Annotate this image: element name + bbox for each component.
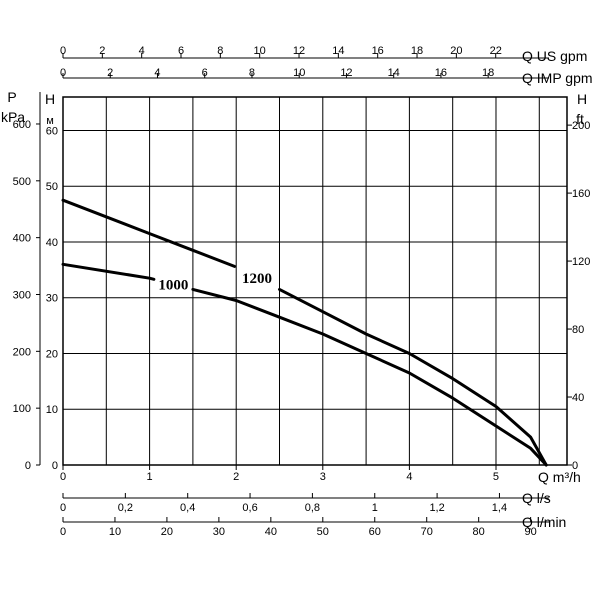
grid <box>63 97 567 465</box>
secondary-tick-label: 60 <box>369 526 381 538</box>
secondary-tick-label: 1 <box>372 502 378 514</box>
y-axis-unit: м <box>46 115 54 127</box>
secondary-tick-label: 4 <box>139 45 145 57</box>
secondary-tick-label: 14 <box>332 45 344 57</box>
series-line-1200 <box>278 287 548 467</box>
secondary-tick-label: 18 <box>482 67 494 79</box>
secondary-tick-label: 0,2 <box>118 502 133 514</box>
y-tick-label: 50 <box>46 181 58 193</box>
y-tick-label: 20 <box>46 348 58 360</box>
x-tick-label: 2 <box>233 471 239 483</box>
x-tick-label: 0 <box>60 471 66 483</box>
feet-tick-label: 160 <box>572 188 590 200</box>
secondary-tick-label: 10 <box>293 67 305 79</box>
secondary-tick-label: 40 <box>265 526 277 538</box>
secondary-tick-label: 0 <box>60 502 66 514</box>
series: 1000 1200 <box>61 198 548 467</box>
secondary-tick-label: 0 <box>60 67 66 79</box>
secondary-tick-label: 0,8 <box>305 502 320 514</box>
secondary-axis-label: Q US gpm <box>522 48 587 64</box>
y-tick-label: 10 <box>46 404 58 416</box>
feet-tick-label: 80 <box>572 324 584 336</box>
secondary-tick-label: 12 <box>293 45 305 57</box>
secondary-axis-label: Q l/min <box>522 514 566 530</box>
secondary-tick-label: 20 <box>161 526 173 538</box>
secondary-axis-label: Q l/s <box>522 490 551 506</box>
secondary-tick-label: 80 <box>473 526 485 538</box>
secondary-tick-label: 12 <box>340 67 352 79</box>
secondary-tick-label: 8 <box>217 45 223 57</box>
secondary-tick-label: 1,2 <box>429 502 444 514</box>
secondary-tick-label: 18 <box>411 45 423 57</box>
x-tick-label: 5 <box>493 471 499 483</box>
x-tick-label: 3 <box>320 471 326 483</box>
y-tick-label: 0 <box>52 460 58 472</box>
secondary-tick-label: 0 <box>60 45 66 57</box>
secondary-tick-label: 20 <box>450 45 462 57</box>
feet-tick-label: 40 <box>572 392 584 404</box>
plot-frame <box>62 96 568 466</box>
pressure-tick-label: 0 <box>25 460 31 472</box>
y-axis-label: H <box>45 91 55 107</box>
secondary-tick-label: 8 <box>249 67 255 79</box>
feet-axis-label: H <box>577 91 587 107</box>
pressure-tick-label: 600 <box>13 119 31 131</box>
secondary-tick-label: 4 <box>154 67 160 79</box>
pressure-tick-label: 400 <box>13 233 31 245</box>
y-tick-label: 40 <box>46 237 58 249</box>
feet-tick-label: 200 <box>572 120 590 132</box>
plot-border <box>62 96 568 466</box>
pressure-tick-label: 500 <box>13 176 31 188</box>
secondary-tick-label: 10 <box>254 45 266 57</box>
series-line-1000 <box>191 287 548 467</box>
secondary-axis-label: Q IMP gpm <box>522 70 593 86</box>
secondary-tick-label: 6 <box>178 45 184 57</box>
x-tick-label: 1 <box>147 471 153 483</box>
y-tick-label: 60 <box>46 125 58 137</box>
x-tick-label: 4 <box>406 471 412 483</box>
feet-tick-label: 0 <box>572 460 578 472</box>
series-label-1000: 1000 <box>158 277 188 293</box>
pressure-tick-label: 100 <box>13 403 31 415</box>
secondary-tick-label: 2 <box>107 67 113 79</box>
secondary-tick-label: 22 <box>490 45 502 57</box>
y-tick-label: 30 <box>46 293 58 305</box>
secondary-tick-label: 0 <box>60 526 66 538</box>
pressure-axis-label: P <box>7 89 16 105</box>
series-line-1000 <box>61 262 156 281</box>
pressure-tick-label: 200 <box>13 346 31 358</box>
secondary-tick-label: 10 <box>109 526 121 538</box>
x-axis-label: Q m³/h <box>538 469 581 485</box>
secondary-tick-label: 1,4 <box>492 502 507 514</box>
secondary-tick-label: 6 <box>202 67 208 79</box>
secondary-tick-label: 30 <box>213 526 225 538</box>
secondary-tick-label: 0,6 <box>242 502 257 514</box>
secondary-tick-label: 50 <box>317 526 329 538</box>
secondary-tick-label: 70 <box>421 526 433 538</box>
feet-axis-unit: ft <box>576 111 584 127</box>
secondary-tick-label: 90 <box>525 526 537 538</box>
series-line-1200 <box>61 198 236 268</box>
secondary-tick-label: 16 <box>435 67 447 79</box>
secondary-tick-label: 16 <box>372 45 384 57</box>
secondary-tick-label: 0,4 <box>180 502 195 514</box>
feet-tick-label: 120 <box>572 256 590 268</box>
pressure-tick-label: 300 <box>13 289 31 301</box>
secondary-tick-label: 14 <box>388 67 400 79</box>
secondary-tick-label: 2 <box>99 45 105 57</box>
series-label-1200: 1200 <box>242 271 272 287</box>
pressure-axis-unit: kPa <box>1 109 25 125</box>
